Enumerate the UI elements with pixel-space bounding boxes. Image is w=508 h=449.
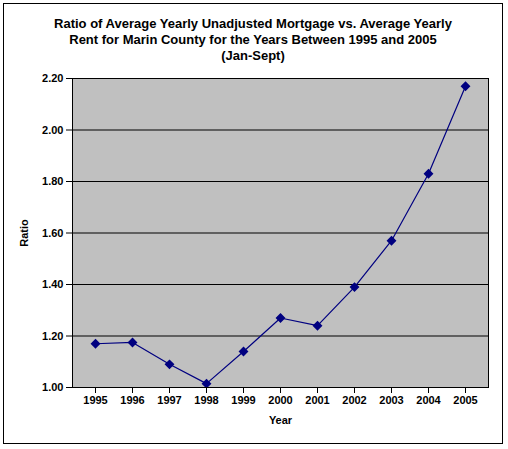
svg-text:1999: 1999 [231,394,255,406]
svg-text:1.40: 1.40 [42,278,63,290]
svg-text:1.60: 1.60 [42,227,63,239]
svg-text:2.00: 2.00 [42,124,63,136]
html-text:Ratio of Average Yearly Unadju: Ratio of Average Yearly Unadjusted Mortg… [54,16,452,63]
svg-text:2003: 2003 [379,394,403,406]
svg-text:1.00: 1.00 [42,381,63,393]
svg-text:2.20: 2.20 [42,72,63,84]
svg-text:Year: Year [269,414,293,426]
svg-text:Ratio: Ratio [18,219,30,247]
svg-text:2000: 2000 [268,394,292,406]
svg-text:1.20: 1.20 [42,330,63,342]
svg-text:1998: 1998 [194,394,218,406]
svg-text:2005: 2005 [453,394,477,406]
svg-text:2004: 2004 [416,394,441,406]
svg-text:2002: 2002 [342,394,366,406]
svg-text:1996: 1996 [120,394,144,406]
svg-text:1.80: 1.80 [42,175,63,187]
svg-text:1995: 1995 [83,394,107,406]
svg-text:2001: 2001 [305,394,329,406]
svg-text:1997: 1997 [157,394,181,406]
